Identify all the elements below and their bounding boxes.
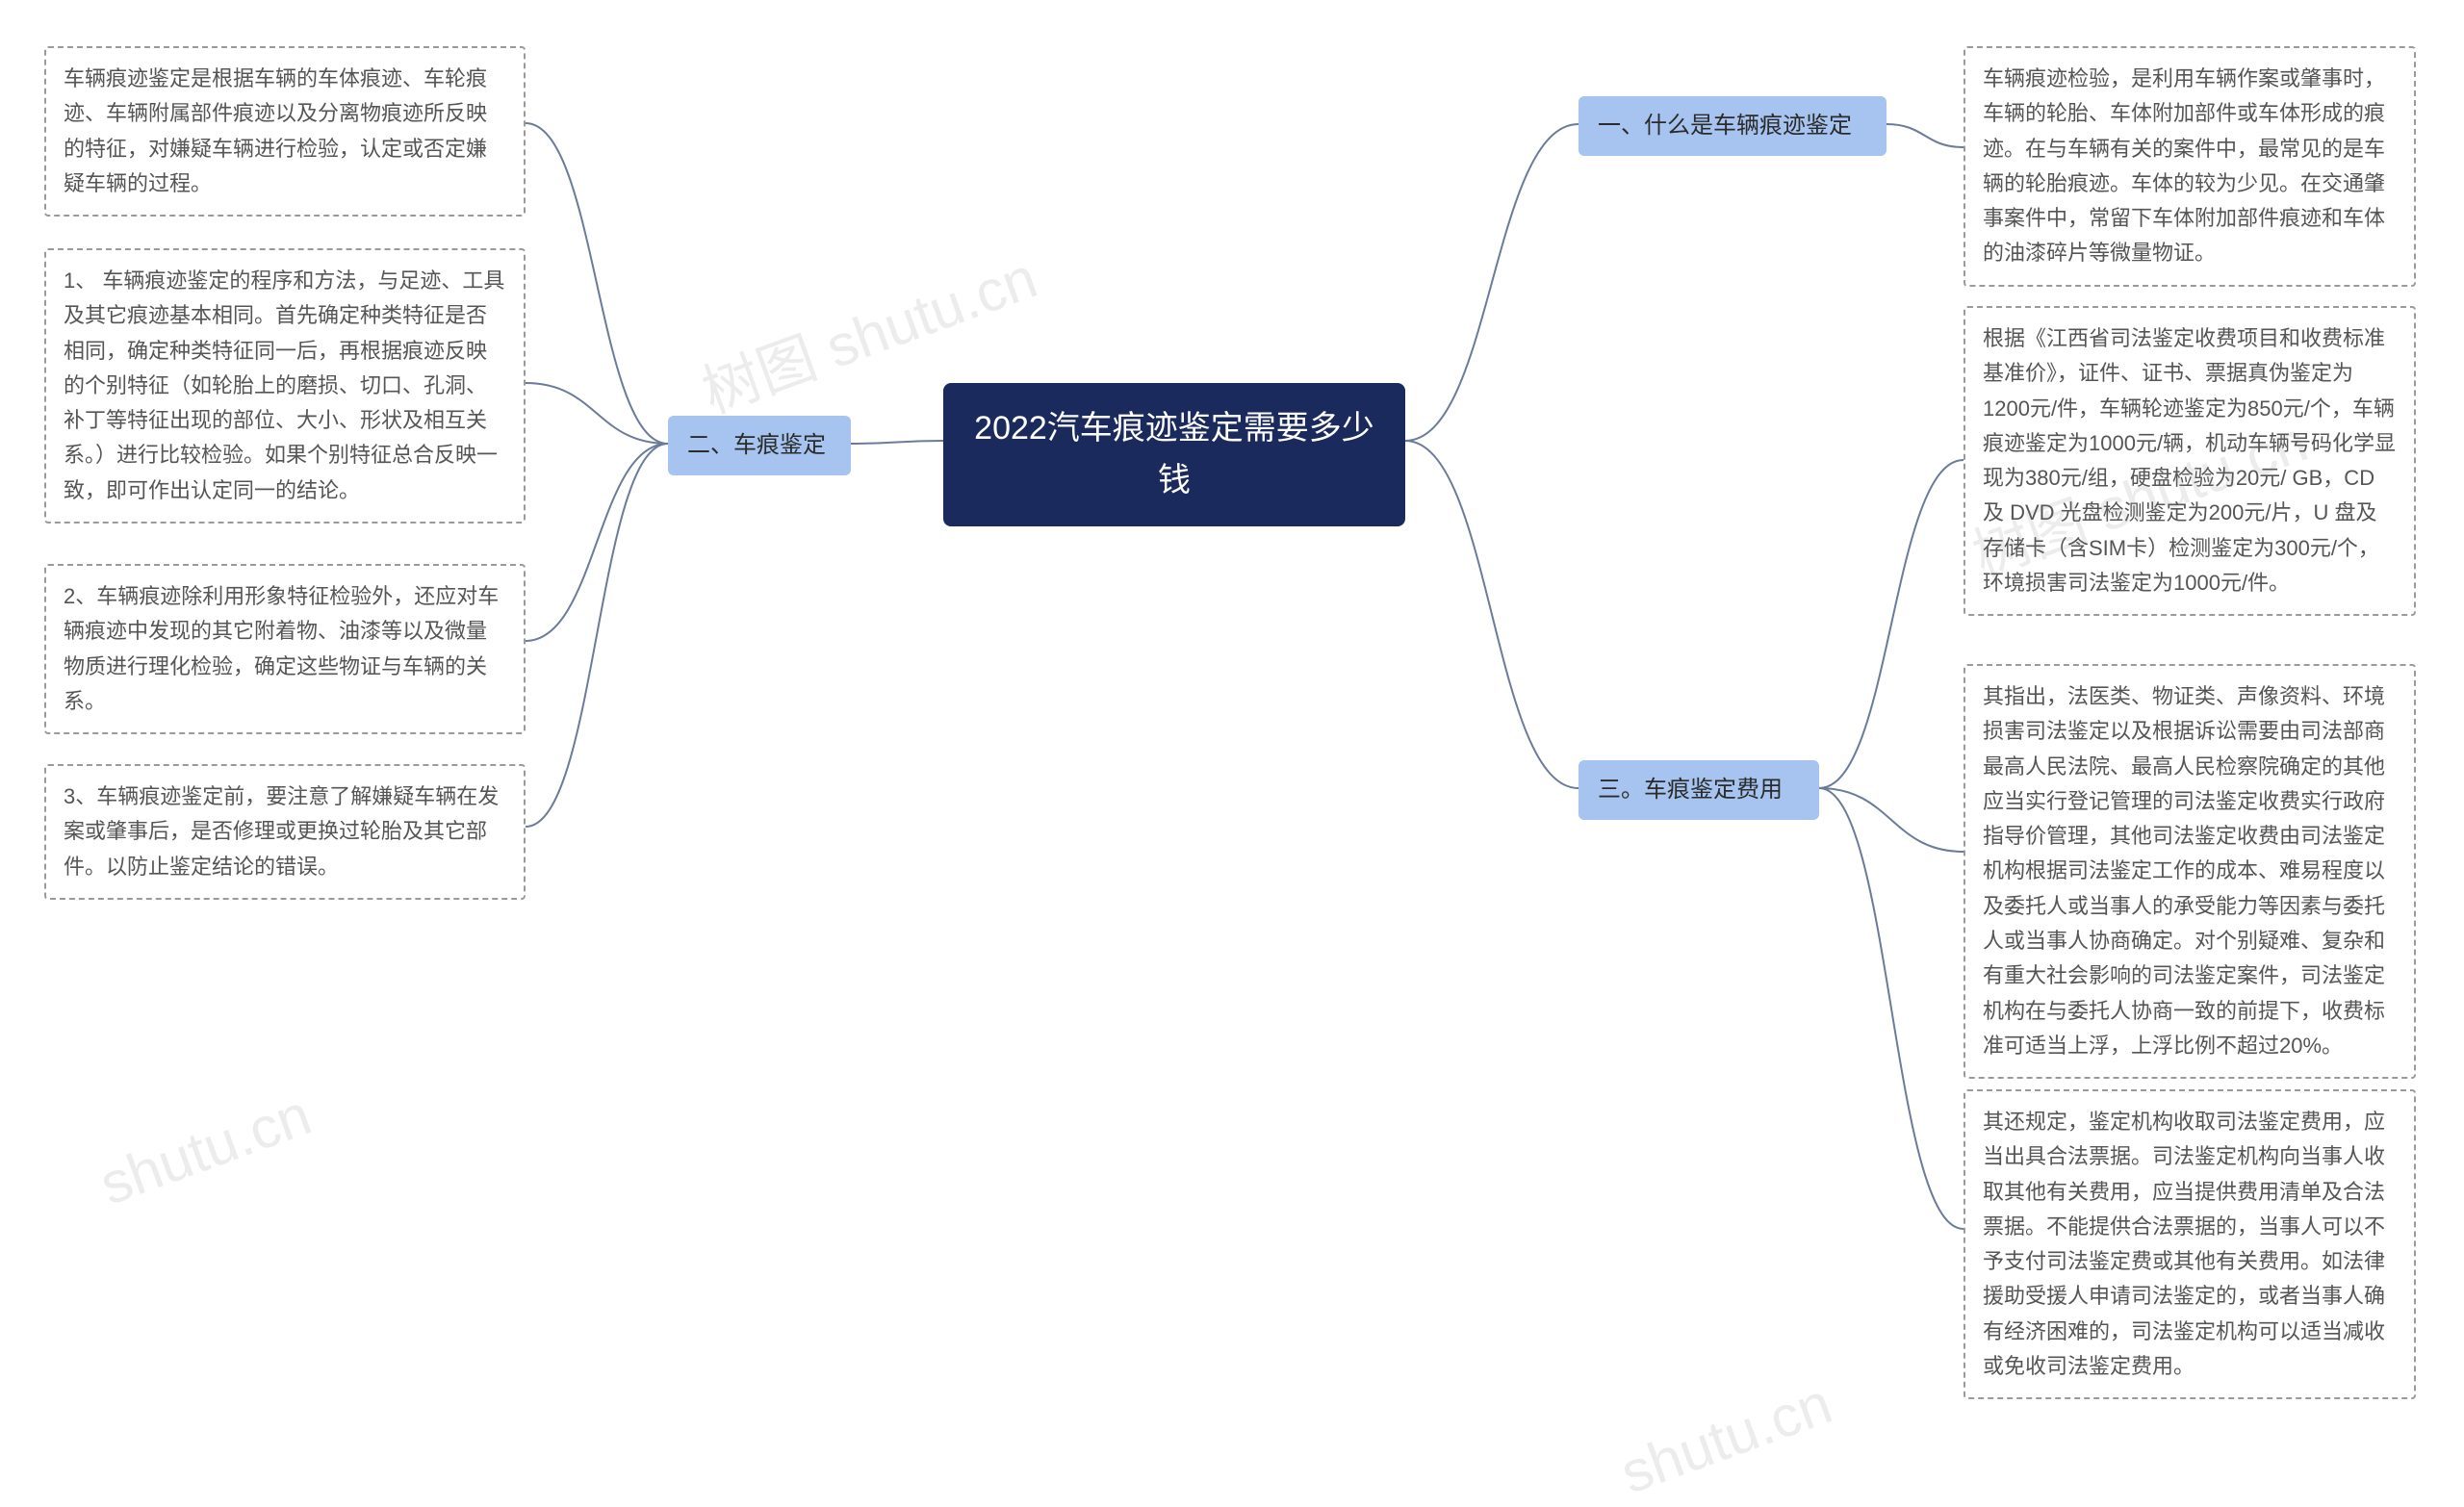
watermark: shutu.cn xyxy=(91,1081,320,1217)
leaf-b2-3: 3、车辆痕迹鉴定前，要注意了解嫌疑车辆在发案或肇事后，是否修理或更换过轮胎及其它… xyxy=(44,764,526,900)
leaf-b2-0: 车辆痕迹鉴定是根据车辆的车体痕迹、车轮痕迹、车辆附属部件痕迹以及分离物痕迹所反映… xyxy=(44,46,526,217)
mindmap-canvas: 2022汽车痕迹鉴定需要多少钱 一、什么是车辆痕迹鉴定 二、车痕鉴定 三。车痕鉴… xyxy=(0,0,2464,1453)
branch-what-is: 一、什么是车辆痕迹鉴定 xyxy=(1578,96,1886,156)
leaf-b2-1: 1、 车辆痕迹鉴定的程序和方法，与足迹、工具及其它痕迹基本相同。首先确定种类特征… xyxy=(44,248,526,524)
leaf-b2-2: 2、车辆痕迹除利用形象特征检验外，还应对车辆痕迹中发现的其它附着物、油漆等以及微… xyxy=(44,564,526,734)
leaf-b3-1: 根据《江西省司法鉴定收费项目和收费标准基准价》，证件、证书、票据真伪鉴定为120… xyxy=(1964,306,2416,616)
leaf-b1-1: 车辆痕迹检验，是利用车辆作案或肇事时，车辆的轮胎、车体附加部件或车体形成的痕迹。… xyxy=(1964,46,2416,287)
center-node: 2022汽车痕迹鉴定需要多少钱 xyxy=(943,383,1405,526)
branch-appraisal: 二、车痕鉴定 xyxy=(668,416,851,475)
watermark: shutu.cn xyxy=(1612,1369,1840,1506)
branch-cost: 三。车痕鉴定费用 xyxy=(1578,760,1819,820)
leaf-b3-2: 其指出，法医类、物证类、声像资料、环境损害司法鉴定以及根据诉讼需要由司法部商最高… xyxy=(1964,664,2416,1079)
leaf-b3-3: 其还规定，鉴定机构收取司法鉴定费用，应当出具合法票据。司法鉴定机构向当事人收取其… xyxy=(1964,1089,2416,1399)
